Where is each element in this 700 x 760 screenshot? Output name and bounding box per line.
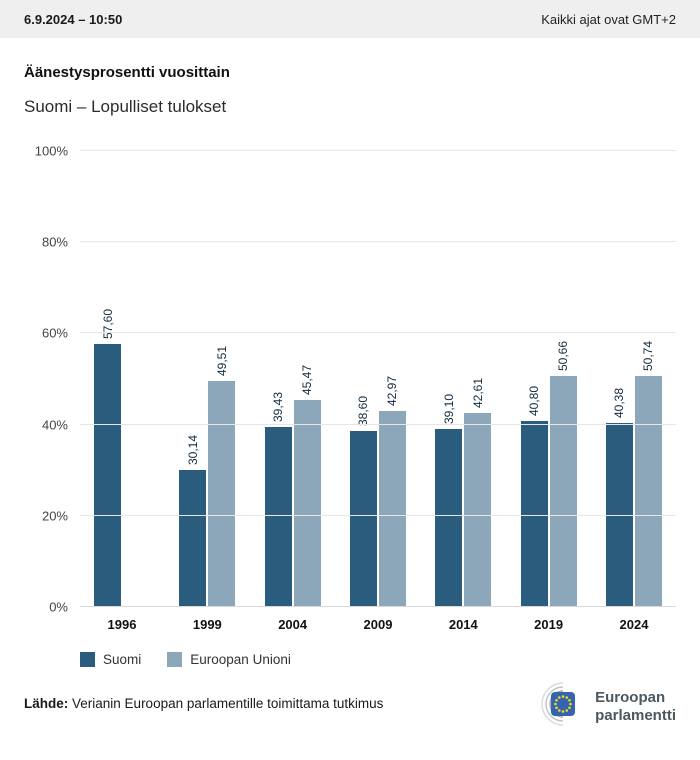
legend-item: Suomi <box>80 652 141 667</box>
european-parliament-logo-icon <box>527 681 589 732</box>
bar-value-label: 45,47 <box>300 364 315 395</box>
bar-value-label: 39,10 <box>441 393 456 424</box>
bar-slot: 50,74 <box>634 151 662 607</box>
bar-slot: 40,38 <box>605 151 633 607</box>
source-note: Lähde: Verianin Euroopan parlamentille t… <box>24 696 383 717</box>
bar-suomi <box>94 344 121 607</box>
bar-chart: 0% 20% 40% 60% 80% 100% 57,60 30,14 49,51 39,43 4… <box>24 144 676 615</box>
bar-suomi <box>520 420 548 607</box>
bar-value-label: 40,38 <box>612 387 627 418</box>
bar-value-label: 50,74 <box>641 340 656 371</box>
european-parliament-logo: Euroopan parlamentti <box>527 681 676 732</box>
x-axis-label: 2009 <box>363 617 393 632</box>
bar-value-label: 42,97 <box>385 376 400 407</box>
gridline <box>80 606 676 607</box>
x-axis-label: 2004 <box>278 617 308 632</box>
bar-slot: 30,14 <box>179 151 207 607</box>
page-title: Äänestysprosentti vuosittain <box>24 64 230 81</box>
bar-euroopan-unioni <box>634 375 662 607</box>
bar-slot: 57,60 <box>94 151 121 607</box>
bar-value-label: 40,80 <box>527 385 542 416</box>
bar-value-label: 42,61 <box>470 377 485 408</box>
x-axis-label: 2024 <box>619 617 649 632</box>
legend-item: Euroopan Unioni <box>167 652 291 667</box>
bar-value-label: 39,43 <box>271 392 286 423</box>
y-axis: 0% 20% 40% 60% 80% 100% <box>24 144 80 615</box>
bar-group: 39,10 42,61 <box>435 151 492 607</box>
y-tick-label: 40% <box>41 417 68 433</box>
y-tick-label: 0% <box>49 599 68 615</box>
header-datetime: 6.9.2024 – 10:50 <box>24 11 123 27</box>
bar-euroopan-unioni <box>378 411 406 607</box>
bar-slot: 40,80 <box>520 151 548 607</box>
bar-slot: 39,43 <box>264 151 292 607</box>
bar-group: 40,38 50,74 <box>605 151 662 607</box>
bar-slot: 50,66 <box>549 151 577 607</box>
footer: Lähde: Verianin Euroopan parlamentille t… <box>24 681 676 732</box>
bar-euroopan-unioni <box>293 399 321 607</box>
bar-value-label: 57,60 <box>100 309 115 340</box>
y-tick-label: 20% <box>41 508 68 524</box>
legend-swatch <box>167 652 183 667</box>
bar-group: 40,80 50,66 <box>520 151 577 607</box>
logo-text-line1: Euroopan <box>595 689 666 707</box>
bar-euroopan-unioni <box>464 412 492 607</box>
bar-value-label: 50,66 <box>556 340 571 371</box>
bar-suomi <box>349 430 377 607</box>
bar-value-label: 38,60 <box>356 395 371 426</box>
header-timezone-note: Kaikki ajat ovat GMT+2 <box>541 11 676 27</box>
bar-slot: 42,61 <box>464 151 492 607</box>
legend-label: Euroopan Unioni <box>190 652 291 667</box>
page-subtitle: Suomi – Lopulliset tulokset <box>24 97 227 116</box>
x-axis-label: 2014 <box>448 617 478 632</box>
main-content: Äänestysprosentti vuosittain Suomi – Lop… <box>0 64 700 732</box>
gridline <box>80 514 676 516</box>
bar-group: 30,14 49,51 <box>179 151 236 607</box>
legend: Suomi Euroopan Unioni <box>80 652 676 667</box>
bar-slot <box>123 151 150 607</box>
x-axis-label: 2019 <box>534 617 564 632</box>
gridline <box>80 423 676 425</box>
header-bar: 6.9.2024 – 10:50 Kaikki ajat ovat GMT+2 <box>0 0 700 38</box>
bars-row: 57,60 30,14 49,51 39,43 45,47 38,60 42,97 39,10… <box>80 151 676 607</box>
bar-slot: 45,47 <box>293 151 321 607</box>
y-tick-label: 100% <box>34 143 68 159</box>
y-tick-label: 80% <box>41 234 68 250</box>
gridline <box>80 150 676 151</box>
gridline <box>80 241 676 243</box>
bar-suomi <box>264 427 292 607</box>
source-label: Lähde: <box>24 696 69 711</box>
bar-slot: 49,51 <box>208 151 236 607</box>
bar-euroopan-unioni <box>549 376 577 607</box>
bar-slot: 38,60 <box>349 151 377 607</box>
bar-slot: 39,10 <box>435 151 463 607</box>
gridline <box>80 332 676 334</box>
bar-euroopan-unioni <box>208 381 236 607</box>
logo-text: Euroopan parlamentti <box>595 689 676 724</box>
x-axis-label: 1999 <box>192 617 222 632</box>
bar-suomi <box>435 428 463 607</box>
logo-text-line2: parlamentti <box>595 706 676 724</box>
source-text: Verianin Euroopan parlamentille toimitta… <box>68 696 384 711</box>
bar-value-label: 49,51 <box>214 346 229 377</box>
x-axis-label: 1996 <box>107 617 137 632</box>
bar-value-label: 30,14 <box>185 434 200 465</box>
bar-slot: 42,97 <box>378 151 406 607</box>
bar-group: 57,60 <box>94 151 150 607</box>
y-tick-label: 60% <box>41 325 68 341</box>
legend-swatch <box>80 652 95 667</box>
legend-label: Suomi <box>103 652 142 667</box>
bar-group: 38,60 42,97 <box>349 151 406 607</box>
plot-area: 57,60 30,14 49,51 39,43 45,47 38,60 42,97 39,10… <box>80 150 676 607</box>
x-axis-labels: 1996 1999 2004 2009 2014 2019 2024 <box>80 617 676 632</box>
bar-suomi <box>179 469 207 607</box>
bar-group: 39,43 45,47 <box>264 151 321 607</box>
